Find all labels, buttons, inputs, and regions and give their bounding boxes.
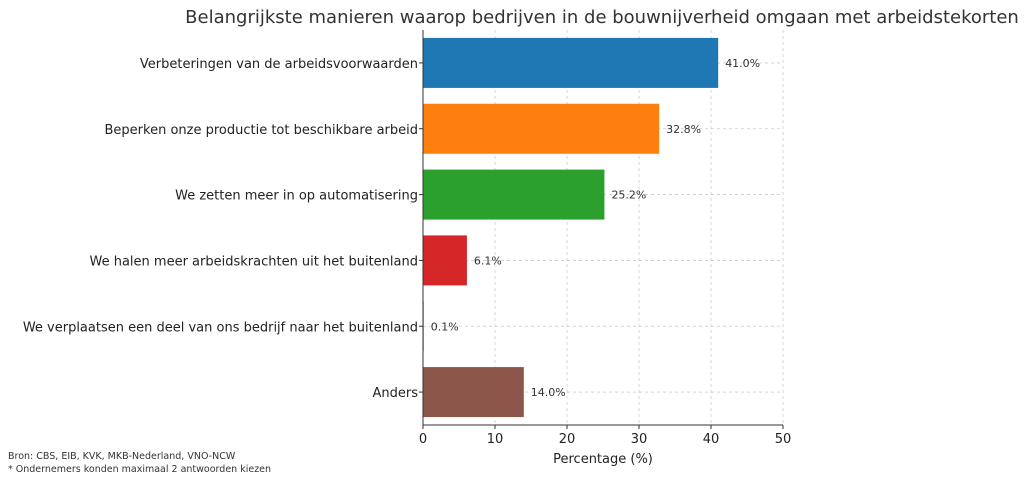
bars: 41.0% 32.8% 25.2% 6.1% 0.1% 14.0% (423, 37, 760, 418)
data-label: 25.2% (611, 189, 646, 202)
y-tick-label: We zetten meer in op automatisering (175, 189, 418, 204)
chart-title: Belangrijkste manieren waarop bedrijven … (185, 7, 1019, 28)
grid (422, 30, 784, 425)
x-tick-label: 30 (631, 432, 648, 447)
data-label: 0.1% (431, 320, 459, 333)
data-label: 41.0% (725, 57, 760, 70)
bar (423, 103, 660, 154)
data-label: 14.0% (531, 386, 566, 399)
x-axis-label: Percentage (%) (553, 452, 653, 467)
bar (423, 235, 467, 286)
x-tick-label: 10 (487, 432, 504, 447)
bar (423, 367, 524, 418)
y-tick-label: We halen meer arbeidskrachten uit het bu… (90, 254, 419, 269)
x-tick-label: 40 (703, 432, 720, 447)
data-label: 32.8% (666, 123, 701, 136)
y-tick-label: Verbeteringen van de arbeidsvoorwaarden (140, 57, 418, 72)
x-tick-label: 0 (419, 432, 427, 447)
axes: 0 10 20 30 40 50 Verbeteringen van de arbeidsv… (23, 30, 791, 447)
bar (423, 37, 719, 88)
x-tick-label: 20 (559, 432, 576, 447)
y-tick-label: We verplaatsen een deel van ons bedrijf … (23, 320, 418, 335)
x-tick-label: 50 (775, 432, 792, 447)
footnote: * Ondernemers konden maximaal 2 antwoord… (8, 464, 272, 475)
bar (423, 169, 605, 220)
y-tick-label: Anders (373, 386, 419, 401)
y-tick-label: Beperken onze productie tot beschikbare … (105, 123, 419, 138)
data-label: 6.1% (474, 254, 502, 267)
source-note: Bron: CBS, EIB, KVK, MKB-Nederland, VNO-… (8, 451, 236, 462)
